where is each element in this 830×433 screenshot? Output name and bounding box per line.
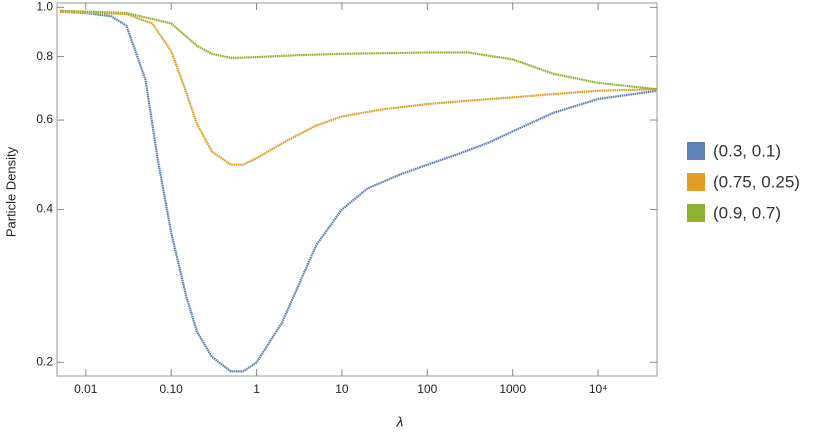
x-tick-label: 100 — [417, 382, 437, 396]
series-line — [60, 9, 658, 91]
series-line — [60, 10, 658, 166]
plot-frame — [56, 2, 658, 377]
x-tick-label: 1000 — [499, 382, 526, 396]
legend-swatch — [687, 173, 705, 191]
series-line — [60, 10, 658, 373]
legend: (0.3, 0.1) (0.75, 0.25) (0.9, 0.7) — [687, 141, 800, 222]
y-axis-label: Particle Density — [3, 146, 18, 237]
x-tick-label: 10 — [335, 382, 349, 396]
legend-label: (0.3, 0.1) — [713, 141, 781, 160]
y-tick-label: 1.0 — [36, 0, 53, 14]
legend-label: (0.75, 0.25) — [713, 172, 800, 191]
x-axis-label: λ — [396, 414, 404, 430]
y-tick-label: 0.6 — [36, 112, 53, 126]
x-tick-label: 0.10 — [159, 382, 183, 396]
y-tick-label: 0.2 — [36, 355, 53, 369]
x-tick-label: 1 — [253, 382, 260, 396]
x-tick-label: 10⁴ — [589, 382, 608, 396]
y-tick-label: 0.4 — [36, 202, 53, 216]
legend-swatch — [687, 204, 705, 222]
legend-swatch — [687, 142, 705, 160]
x-tick-label: 0.01 — [74, 382, 98, 396]
y-tick-label: 0.8 — [36, 49, 53, 63]
legend-label: (0.9, 0.7) — [713, 203, 781, 222]
